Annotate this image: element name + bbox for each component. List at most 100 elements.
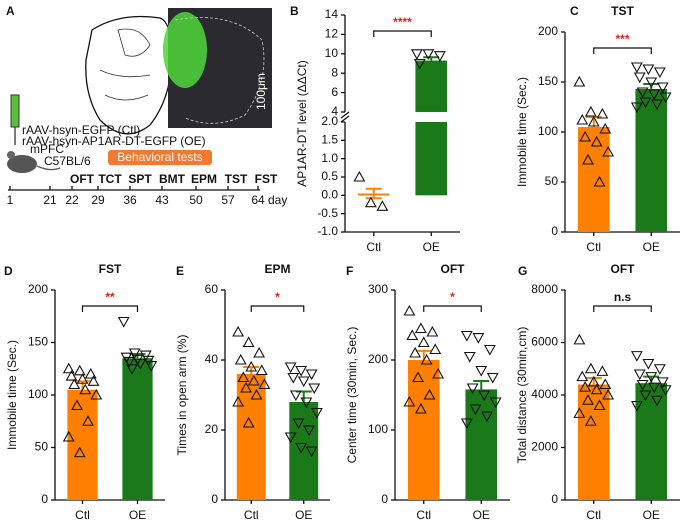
y-tick-label: 60 [205,282,219,296]
data-point [234,353,247,365]
syringe [10,94,20,128]
data-point [255,364,268,376]
data-point [403,304,416,316]
bar [577,127,610,232]
data-point [584,415,597,426]
data-point [403,395,416,407]
data-point [582,153,594,165]
data-point [245,360,258,372]
data-point [62,430,75,442]
panel-letter: F [346,264,353,278]
test-label: FST [255,172,278,186]
brain-sections [99,28,151,101]
data-point [410,49,423,60]
chart-title: TST [611,4,634,18]
data-point [247,374,260,386]
y-tick-label: 200 [538,24,558,38]
data-point [87,375,100,386]
data-point [593,399,606,411]
data-point [475,365,488,377]
data-point [602,388,615,400]
significance: * [275,290,280,304]
data-point [310,407,323,419]
data-point [68,378,81,390]
data-point [412,371,424,383]
y-tick-label: 50 [545,174,559,188]
y-tick-label: 12 [325,27,339,41]
data-point [602,145,615,157]
y-tick-label: -1.0 [317,224,338,238]
data-point [596,365,609,376]
data-point [489,397,502,409]
data-point [420,353,433,365]
data-point [481,411,493,423]
data-point [145,361,158,372]
y-tick-label: 0 [551,224,558,238]
data-point [630,102,643,114]
significance-bracket [423,305,482,312]
data-point [422,49,435,60]
data-point [599,122,612,134]
data-point [590,383,603,395]
data-point [590,135,603,147]
data-point [65,369,78,381]
data-point [128,348,141,360]
data-point [573,333,586,345]
y-tick-label: 300 [368,282,388,296]
day-label: 43 [155,193,169,207]
y-tick-label: 150 [538,74,558,88]
y-tick-label: 200 [368,352,388,366]
data-point [287,372,300,384]
y-tick-label: 2.0 [321,114,338,128]
schematic: A 100μm rAAV-hsyn-EGFP (Ctl) rAAV-hsyn-A… [6,4,272,191]
panel-letter: D [4,264,13,278]
data-point [232,395,245,407]
mouse-ear [7,151,15,159]
data-point [656,377,669,389]
data-point [406,329,419,341]
y-tick-label: 200 [28,282,48,296]
significance: ** [105,290,115,304]
image-outline [174,17,265,124]
significance-bracket [593,305,652,312]
y-tick-label: 0 [551,492,558,506]
egfp-signal [163,12,207,88]
y-tick-label: 0 [381,492,388,506]
x-tick-label: OE [473,508,490,522]
day-label: 22 [65,193,79,207]
region: mPFC [30,142,64,156]
y-axis-label: Immobile time (Sec.) [5,340,19,450]
data-point [472,333,485,344]
y-tick-label: 40 [205,352,219,366]
y-tick-label: 150 [28,335,48,349]
x-tick-label: Ctl [366,240,381,254]
y-tick-label: 4000 [531,387,558,401]
virus-oe: rAAV-hsyn-AP1AR-DT-EGFP (OE) [22,134,206,148]
data-point [599,378,612,390]
significance: *** [615,32,629,46]
y-tick-label: 8000 [531,282,558,296]
day-unit: day [268,193,287,207]
banner-text: Behavioral tests [117,150,202,164]
bar [407,360,440,500]
data-point [469,404,482,416]
y-tick-label: 4 [331,104,338,118]
data-point [633,369,646,381]
data-point [297,376,310,388]
data-point [642,358,655,370]
data-point [659,385,672,396]
data-point [576,113,589,125]
data-point [648,382,661,394]
significance-bracket [373,30,432,37]
x-tick-label: OE [129,508,146,522]
data-point [651,99,663,111]
data-point [258,378,271,390]
data-point [376,200,389,211]
data-point [242,336,255,348]
axis-break [340,111,350,119]
data-point [579,130,592,142]
data-point [126,364,138,375]
data-point [432,367,445,379]
data-point [84,367,97,379]
